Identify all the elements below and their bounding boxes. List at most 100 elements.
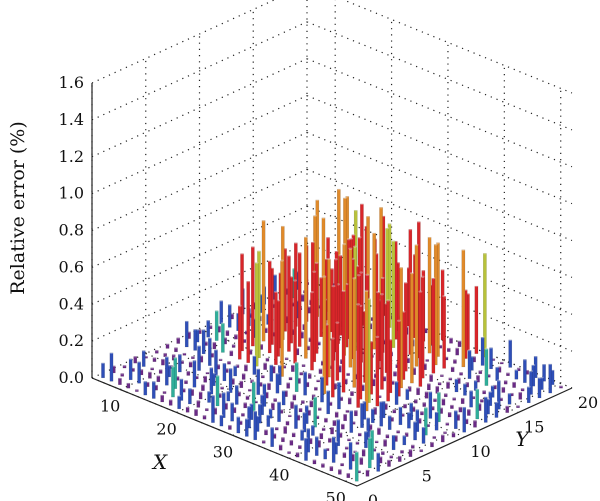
bar-top xyxy=(443,392,448,395)
bar-body xyxy=(440,374,444,377)
bar xyxy=(254,261,259,367)
bar-top xyxy=(457,339,462,342)
bar-top xyxy=(351,233,356,236)
bar xyxy=(321,426,326,431)
bar-body xyxy=(323,448,327,460)
bar-body xyxy=(330,338,335,398)
bar-top xyxy=(303,370,308,373)
bar-body xyxy=(364,290,369,412)
bar xyxy=(268,407,273,419)
bar xyxy=(207,390,211,403)
bar-body xyxy=(222,363,227,382)
bar-body xyxy=(278,444,283,451)
bar xyxy=(407,411,411,429)
bar xyxy=(375,335,380,407)
bar-top xyxy=(349,409,354,412)
bar-top xyxy=(490,384,495,387)
bar xyxy=(330,426,334,435)
bar-top xyxy=(229,349,234,352)
bar-top xyxy=(321,426,326,429)
bar xyxy=(220,385,225,390)
bar-body xyxy=(326,390,331,415)
bar xyxy=(457,339,462,347)
bar xyxy=(456,376,461,384)
bar-body xyxy=(311,425,315,436)
bar-body xyxy=(440,434,445,443)
bar-top xyxy=(436,241,440,244)
bar xyxy=(526,385,531,404)
bar-body xyxy=(370,408,375,424)
bar-body xyxy=(319,277,323,338)
bar xyxy=(219,299,224,325)
bar-top xyxy=(321,462,325,465)
z-grid-left-wall xyxy=(91,21,308,121)
bar-body xyxy=(398,406,403,426)
bar-top xyxy=(267,259,272,262)
bar-top xyxy=(160,393,165,397)
bar-top xyxy=(443,430,447,433)
bar-body xyxy=(449,337,453,344)
bar xyxy=(292,393,297,401)
bar xyxy=(174,346,178,353)
bar xyxy=(482,389,487,395)
bar-body xyxy=(379,401,384,427)
bar xyxy=(269,363,274,382)
bar xyxy=(345,408,350,413)
bar-top xyxy=(126,381,131,385)
bar-body xyxy=(380,294,384,390)
bar-top xyxy=(473,419,477,422)
bar-top xyxy=(205,371,210,374)
bar xyxy=(152,356,157,362)
bar-body xyxy=(559,385,563,389)
bar xyxy=(118,376,122,385)
z-grid-back-wall xyxy=(306,131,573,242)
bar-top xyxy=(489,346,493,349)
bar xyxy=(227,303,232,328)
bar-top xyxy=(337,381,341,384)
bar-body xyxy=(537,377,542,399)
bar xyxy=(448,376,453,381)
bar-top xyxy=(319,276,324,279)
bar-top xyxy=(407,411,411,414)
bar-top xyxy=(467,349,472,352)
bar xyxy=(473,379,478,391)
bar xyxy=(393,370,397,377)
bar-body xyxy=(410,272,414,384)
bar xyxy=(182,351,187,356)
bar-top xyxy=(330,267,334,270)
bar-body xyxy=(120,373,125,377)
bar xyxy=(430,441,434,448)
bar-top xyxy=(516,404,520,407)
bar-top xyxy=(365,273,370,276)
bar-top xyxy=(548,362,553,366)
bar-body xyxy=(361,449,366,457)
bar-top xyxy=(494,401,499,404)
bar-body xyxy=(341,290,346,393)
bar-top xyxy=(542,363,546,366)
bar-body xyxy=(241,373,246,380)
bar-top xyxy=(475,387,480,391)
bar-top xyxy=(332,419,337,422)
bar-body xyxy=(419,449,424,453)
bar xyxy=(285,419,290,426)
bar-top xyxy=(361,448,366,451)
bar-top xyxy=(221,391,226,394)
bar-body xyxy=(201,329,206,355)
bar-top xyxy=(375,335,380,338)
bar-body xyxy=(457,340,462,347)
bar-top xyxy=(526,385,531,388)
bar-top xyxy=(380,293,384,296)
bar xyxy=(304,436,308,461)
bar-top xyxy=(225,329,230,332)
bar xyxy=(483,395,488,423)
bar-top xyxy=(226,390,231,393)
bar-body xyxy=(461,249,466,368)
bar-top xyxy=(434,410,439,414)
bar-top xyxy=(447,411,452,414)
bar-top xyxy=(250,245,255,248)
bar-top xyxy=(158,368,163,371)
bar-top xyxy=(298,407,303,410)
bar xyxy=(446,380,450,389)
bar-top xyxy=(421,269,426,272)
bar-top xyxy=(277,400,281,403)
